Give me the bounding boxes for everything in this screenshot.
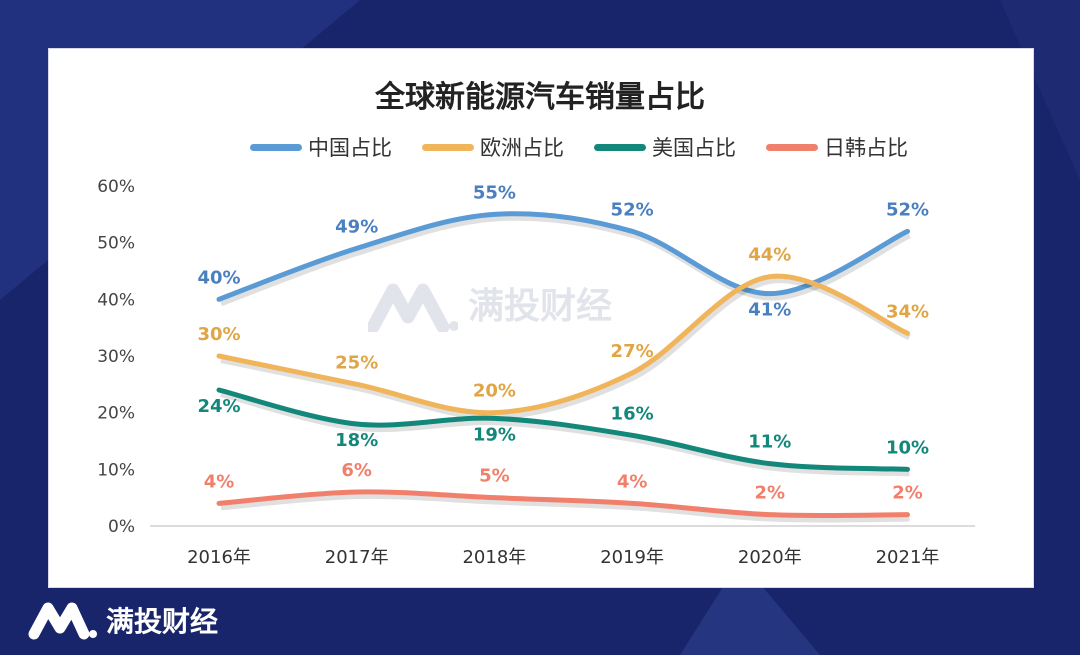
x-tick-label: 2016年 xyxy=(187,547,251,568)
data-label: 2% xyxy=(755,483,786,504)
brand-logo-icon xyxy=(28,602,97,640)
data-label: 11% xyxy=(748,432,791,453)
x-tick-label: 2017年 xyxy=(325,547,389,568)
x-tick-label: 2019年 xyxy=(600,547,664,568)
data-label: 5% xyxy=(479,466,510,487)
x-tick-label: 2018年 xyxy=(462,547,526,568)
data-label: 34% xyxy=(886,301,929,322)
legend-item: 欧洲占比 xyxy=(422,132,564,162)
data-label: 25% xyxy=(335,352,378,373)
y-tick-label: 20% xyxy=(97,404,135,424)
data-label: 20% xyxy=(473,381,516,402)
data-label: 44% xyxy=(748,245,791,266)
data-label: 2% xyxy=(892,483,923,504)
legend-label: 美国占比 xyxy=(652,136,736,160)
series-shadow xyxy=(219,214,911,307)
data-label: 41% xyxy=(748,300,791,321)
chart-title: 全球新能源汽车销量占比 xyxy=(375,80,705,115)
data-label: 24% xyxy=(197,396,240,417)
y-tick-label: 0% xyxy=(108,517,135,537)
legend-label: 日韩占比 xyxy=(824,136,908,160)
x-tick-label: 2020年 xyxy=(738,547,802,568)
legend-swatch xyxy=(594,143,646,151)
watermark-logo-icon xyxy=(368,283,458,332)
y-tick-label: 30% xyxy=(97,347,135,367)
series-line-0 xyxy=(216,211,910,302)
data-label: 4% xyxy=(204,471,235,492)
watermark-text: 满投财经 xyxy=(468,286,613,327)
y-tick-label: 10% xyxy=(97,460,135,480)
series-shadow xyxy=(220,492,910,523)
data-label: 19% xyxy=(473,424,516,445)
data-label: 18% xyxy=(335,430,378,451)
data-label: 16% xyxy=(611,403,654,424)
brand-name: 满投财经 xyxy=(106,605,219,638)
series-line-3 xyxy=(216,489,910,519)
data-label: 6% xyxy=(341,460,372,481)
series-line-2 xyxy=(216,387,910,472)
series-line-1 xyxy=(216,273,910,416)
data-label: 4% xyxy=(617,471,648,492)
data-label: 55% xyxy=(473,182,516,203)
data-label: 49% xyxy=(335,216,378,237)
legend-swatch xyxy=(422,143,474,151)
legend-label: 中国占比 xyxy=(308,136,392,160)
legend: 中国占比 欧洲占比 美国占比 日韩占比 xyxy=(250,132,908,162)
series-shadow xyxy=(220,277,911,420)
data-label: 52% xyxy=(886,199,929,220)
data-label: 52% xyxy=(611,199,654,220)
legend-item: 美国占比 xyxy=(594,132,736,162)
brand: 满投财经 xyxy=(28,600,218,640)
y-tick-label: 40% xyxy=(97,290,135,310)
y-tick-label: 60% xyxy=(97,177,135,197)
legend-label: 欧洲占比 xyxy=(480,136,564,160)
data-label: 30% xyxy=(197,324,240,345)
data-label: 10% xyxy=(886,437,929,458)
legend-item: 日韩占比 xyxy=(766,132,908,162)
x-tick-label: 2021年 xyxy=(876,547,940,568)
watermark: 满投财经 xyxy=(368,282,612,332)
legend-swatch xyxy=(766,143,818,151)
legend-swatch xyxy=(250,143,302,151)
data-label: 27% xyxy=(611,341,654,362)
legend-item: 中国占比 xyxy=(250,132,392,162)
y-tick-label: 50% xyxy=(97,234,135,254)
data-label: 40% xyxy=(197,267,240,288)
series-shadow xyxy=(220,391,910,477)
